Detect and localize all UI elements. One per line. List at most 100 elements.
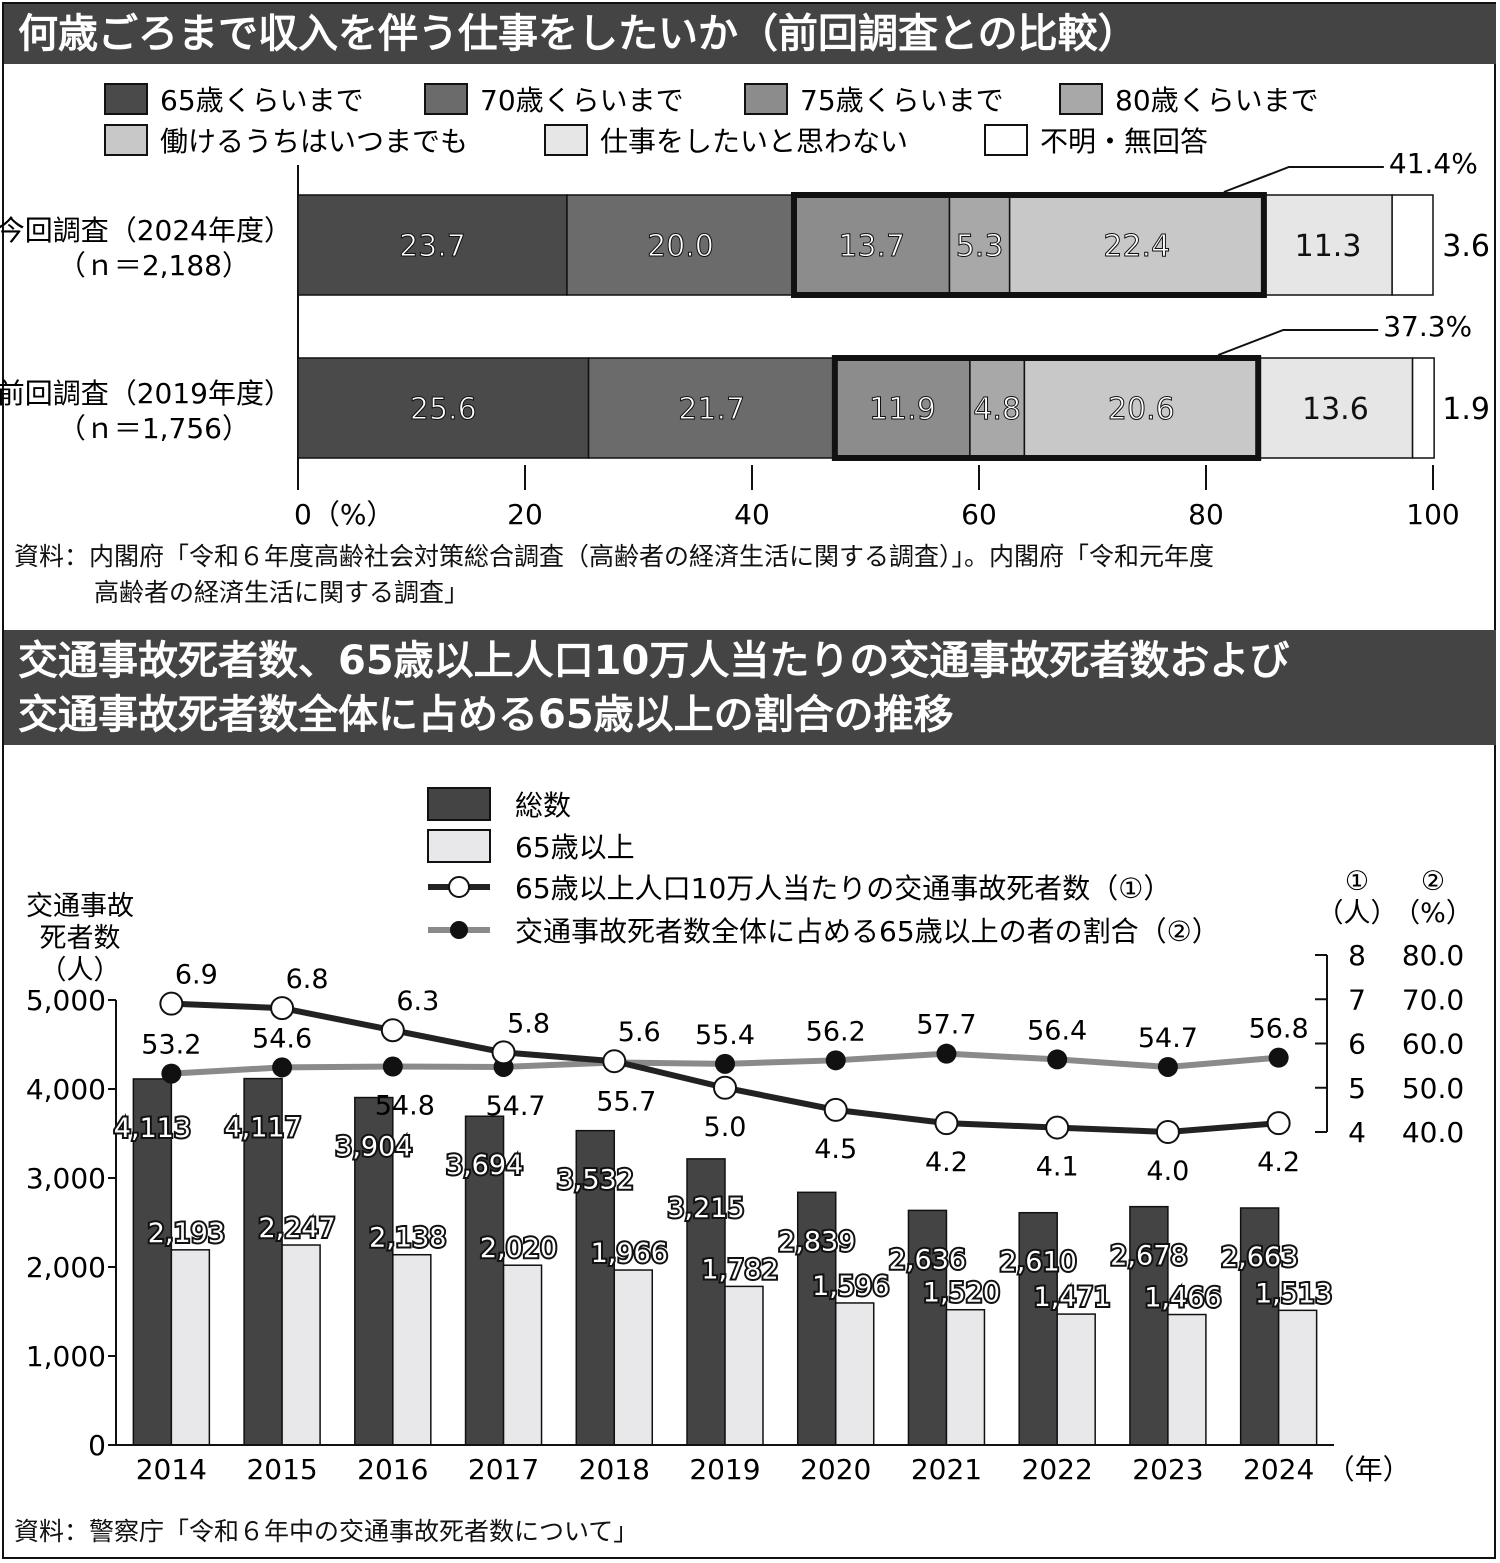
bar-65plus — [834, 1302, 875, 1446]
chart2-source: 資料：警察庁「令和６年中の交通事故死者数について」 — [14, 1517, 639, 1546]
highlight-box-1 — [831, 355, 1262, 461]
y-tick-label-2: 2,000 — [26, 1251, 106, 1284]
chart1-source-line-1: 資料：内閣府「令和６年度高齢社会対策総合調査（高齢者の経済生活に関する調査）」。… — [14, 542, 1215, 571]
bar-value-label: 13.6 — [1302, 392, 1369, 427]
rate-label: 5.8 — [507, 1008, 550, 1039]
x-tick-label-3: 2017 — [468, 1453, 539, 1486]
legend-label-share: 交通事故死者数全体に占める65歳以上の者の割合（②） — [515, 915, 1220, 948]
bar-segment — [1391, 194, 1434, 296]
x-tick-label-4: 2018 — [579, 1453, 650, 1486]
bar-65plus — [945, 1308, 986, 1446]
legend-label-3: 80歳くらいまで — [1115, 84, 1319, 117]
chart2-combo-chart: 総数 65歳以上 65歳以上人口10万人当たりの交通事故死者数（①） 交通事故死者数全… — [26, 787, 1473, 1486]
bar-segment — [1023, 357, 1259, 459]
highlight-leader-1 — [1217, 329, 1379, 356]
bar-total-label: 2,678 — [1110, 1241, 1187, 1272]
bar-65plus — [1277, 1309, 1318, 1446]
y-right2-tick-label-2: 60.0 — [1402, 1028, 1464, 1061]
x-tick-label-7: 2021 — [911, 1453, 982, 1486]
share-point — [272, 1057, 293, 1078]
bar-total-label: 3,215 — [667, 1193, 744, 1224]
y-right1-title-1: ① — [1345, 866, 1369, 897]
bar-65plus — [502, 1264, 543, 1446]
share-label: 54.7 — [1138, 1023, 1198, 1054]
rate-point — [380, 1018, 405, 1043]
category-n-1: （ｎ＝1,756） — [58, 412, 250, 445]
bar-65plus-label: 2,138 — [369, 1223, 446, 1254]
highlight-total-0: 41.4% — [1389, 147, 1478, 180]
rate-label: 5.6 — [618, 1017, 661, 1048]
legend-label-total: 総数 — [515, 789, 571, 822]
bar-65plus-label: 2,247 — [258, 1213, 335, 1244]
y-right1-tick-label-0: 4 — [1348, 1116, 1366, 1149]
bar-65plus-label: 1,596 — [812, 1271, 889, 1302]
rate-point — [270, 996, 295, 1021]
bar-total-label: 2,663 — [1221, 1242, 1298, 1273]
bar-value-label: 13.7 — [838, 229, 905, 264]
bar-total-label: 2,610 — [1000, 1247, 1077, 1278]
rate-point — [823, 1097, 848, 1122]
legend-marker-rate — [448, 876, 470, 898]
chart2-title-banner: 交通事故死者数、65歳以上人口10万人当たりの交通事故死者数および 交通事故死者… — [4, 630, 1496, 745]
legend-label-65: 65歳以上 — [515, 831, 635, 864]
y-right2-title-1: ② — [1421, 866, 1445, 897]
bar-65plus — [392, 1253, 432, 1446]
bar-value-label: 5.3 — [956, 229, 1004, 264]
share-label: 57.7 — [916, 1010, 976, 1041]
share-point — [825, 1050, 846, 1071]
bar-65plus-label: 2,020 — [480, 1233, 557, 1264]
category-n-0: （ｎ＝2,188） — [58, 249, 250, 282]
bar-segment — [1008, 194, 1265, 296]
bar-65plus — [281, 1244, 321, 1446]
share-point — [161, 1063, 182, 1084]
highlight-leader-0 — [1223, 166, 1384, 193]
y-right2-tick-label-3: 70.0 — [1402, 983, 1464, 1016]
rate-label: 6.3 — [396, 986, 439, 1017]
bar-value-label: 22.4 — [1103, 229, 1170, 264]
legend-swatch-0 — [104, 83, 148, 115]
share-point — [382, 1056, 403, 1077]
rate-label: 4.2 — [925, 1147, 968, 1178]
bar-total — [464, 1115, 505, 1446]
x-tick-label-8: 2022 — [1022, 1453, 1093, 1486]
chart1-source-line-2: 高齢者の経済生活に関する調査」 — [94, 578, 470, 607]
x-tick-label-1: 2015 — [246, 1453, 317, 1486]
chart1-stacked-bar: 65歳くらいまで 70歳くらいまで 75歳くらいまで 80歳くらいまで働けるうちはいつ… — [0, 83, 1490, 531]
y-right1-tick-label-4: 8 — [1348, 939, 1366, 972]
y-right2-tick-label-1: 50.0 — [1402, 1072, 1464, 1105]
legend-label-5: 仕事をしたいと思わない — [600, 125, 908, 158]
legend-swatch-3 — [1059, 83, 1103, 115]
rate-point — [934, 1111, 959, 1136]
legend-label-4: 働けるうちはいつまでも — [160, 125, 468, 158]
bar-total — [1239, 1207, 1280, 1446]
bar-segment — [566, 194, 795, 296]
y-axis-title-1: 交通事故 — [26, 891, 134, 922]
bar-total-label: 4,117 — [224, 1113, 301, 1144]
bar-value-label: 23.7 — [399, 229, 466, 264]
bar-65plus — [1056, 1313, 1096, 1446]
bar-value-label: 25.6 — [410, 392, 477, 427]
y-tick-label-4: 4,000 — [26, 1073, 106, 1106]
bar-65plus-label: 1,966 — [591, 1238, 668, 1269]
chart1-title: 何歳ごろまで収入を伴う仕事をしたいか（前回調査との比較） — [18, 11, 1138, 57]
rate-label: 4.2 — [1257, 1147, 1300, 1178]
x-tick-label-0: 2014 — [136, 1453, 207, 1486]
legend-swatch-2 — [744, 83, 788, 115]
share-label: 56.8 — [1249, 1014, 1309, 1045]
y-right1-tick-label-3: 7 — [1348, 983, 1366, 1016]
x-tick-label-1: 20 — [507, 498, 543, 531]
bar-segment — [297, 194, 568, 296]
bar-65plus — [170, 1249, 211, 1446]
share-point — [1268, 1047, 1289, 1068]
share-label: 54.7 — [485, 1091, 545, 1122]
category-label-1: 前回調査（2019年度） — [0, 377, 292, 410]
y-axis-title-2: 死者数 — [40, 923, 121, 954]
x-tick-label-9: 2023 — [1132, 1453, 1203, 1486]
legend-swatch-total — [427, 787, 491, 821]
bar-total-label: 2,839 — [778, 1226, 855, 1257]
bar-65plus-label: 1,466 — [1144, 1283, 1221, 1314]
rate-point — [491, 1040, 516, 1065]
x-tick-label-3: 60 — [961, 498, 997, 531]
legend-label-0: 65歳くらいまで — [160, 84, 364, 117]
